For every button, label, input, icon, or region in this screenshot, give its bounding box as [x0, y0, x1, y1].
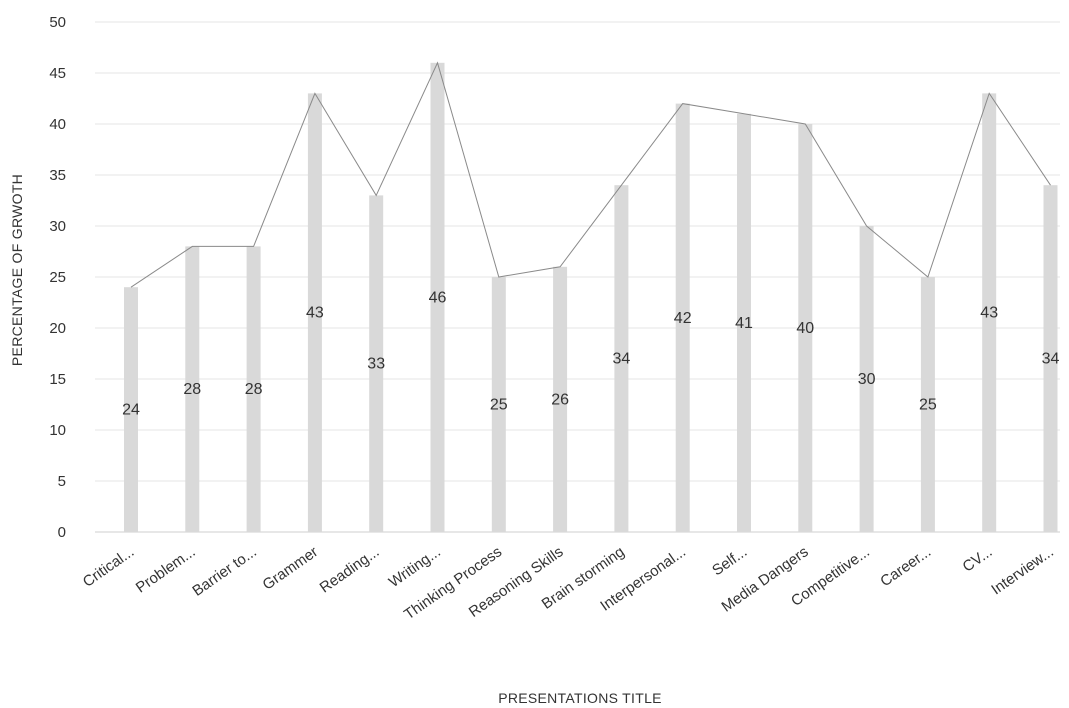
x-category-label: Barrier to...	[189, 543, 260, 599]
x-category-label: Writing...	[386, 543, 444, 591]
data-label: 26	[551, 391, 569, 408]
bar	[491, 277, 506, 532]
data-label: 30	[858, 371, 876, 388]
data-label: 25	[490, 397, 508, 414]
bar	[798, 124, 813, 532]
x-category-label: Interview...	[988, 543, 1056, 598]
x-category-label: Self...	[709, 543, 750, 579]
bar	[737, 113, 751, 533]
x-category-label: Career...	[877, 543, 934, 590]
y-tick-label: 0	[58, 524, 66, 541]
data-label: 41	[735, 315, 753, 332]
bar	[675, 103, 690, 532]
x-category-label: Critical...	[80, 543, 138, 590]
data-labels: 24 28 28 43 33 46 25 26 34 42 41 40 30 25 43 34	[122, 289, 1059, 418]
data-label: 43	[306, 305, 324, 322]
y-tick-label: 50	[49, 14, 66, 31]
y-tick-label: 20	[49, 320, 66, 337]
bar	[553, 266, 568, 532]
x-axis-category-labels: Critical...Problem...Barrier to... Gramme…	[80, 543, 1057, 623]
data-label: 34	[613, 351, 631, 368]
bar	[920, 277, 935, 532]
bar	[982, 93, 997, 533]
data-label: 33	[367, 356, 385, 373]
bar	[185, 246, 200, 532]
x-category-label: Problem...	[133, 543, 199, 596]
data-label: 28	[183, 381, 201, 398]
y-tick-label: 10	[49, 422, 66, 439]
y-axis-tick-labels: 0 5 10 15 20 25 30 35 40 45 50	[49, 14, 66, 541]
x-category-label: CV...	[960, 543, 996, 575]
data-label: 24	[122, 402, 140, 419]
data-label: 42	[674, 310, 692, 327]
data-label: 25	[919, 397, 937, 414]
y-tick-label: 40	[49, 116, 66, 133]
bar	[1043, 185, 1058, 532]
y-axis-title: PERCENTAGE OF GRWOTH	[9, 174, 25, 366]
data-label: 43	[980, 305, 998, 322]
y-tick-label: 25	[49, 269, 66, 286]
x-category-label: Grammer	[260, 543, 322, 593]
bar	[859, 226, 874, 532]
bar	[246, 246, 261, 532]
data-label: 46	[429, 289, 447, 306]
bar	[369, 195, 384, 532]
x-category-label: Reading...	[317, 543, 383, 596]
bar	[614, 185, 629, 532]
bars	[124, 62, 1058, 533]
bar	[430, 62, 445, 533]
data-label: 34	[1042, 351, 1060, 368]
bar	[307, 93, 322, 533]
bar	[124, 287, 138, 532]
data-label: 28	[245, 381, 263, 398]
overlay-series-line	[130, 61, 1051, 288]
data-label: 40	[796, 320, 814, 337]
y-tick-label: 35	[49, 167, 66, 184]
y-tick-label: 45	[49, 65, 66, 82]
y-tick-label: 15	[49, 371, 66, 388]
gridlines	[95, 21, 1060, 482]
x-axis-title: PRESENTATIONS TITLE	[498, 690, 662, 706]
y-tick-label: 30	[49, 218, 66, 235]
y-tick-label: 5	[58, 473, 66, 490]
